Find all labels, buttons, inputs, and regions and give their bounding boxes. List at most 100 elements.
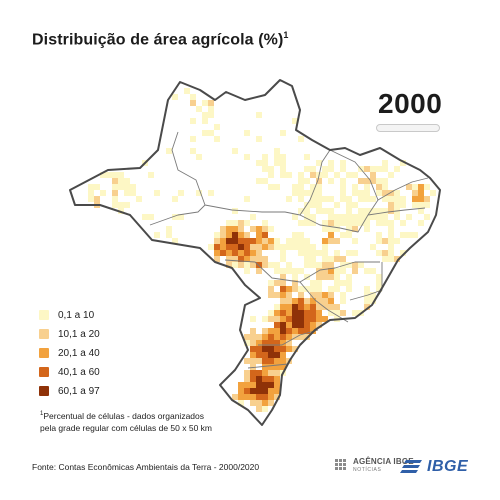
agri-cell: [256, 370, 262, 376]
agri-cell: [280, 364, 286, 370]
agri-cell: [112, 172, 118, 178]
agri-cell: [262, 244, 268, 250]
agri-cell: [304, 304, 310, 310]
agri-cell: [412, 190, 418, 196]
agri-cell: [256, 352, 262, 358]
agri-cell: [316, 184, 322, 190]
agri-cell: [256, 394, 262, 400]
agri-cell: [304, 190, 310, 196]
agri-cell: [394, 256, 400, 262]
agri-cell: [286, 328, 292, 334]
agri-cell: [238, 388, 244, 394]
agri-cell: [268, 226, 274, 232]
agri-cell: [196, 154, 202, 160]
agri-cell: [298, 286, 304, 292]
agri-cell: [256, 340, 262, 346]
agri-cell: [352, 220, 358, 226]
agri-cell: [388, 232, 394, 238]
agri-cell: [208, 244, 214, 250]
agri-cell: [352, 262, 358, 268]
agri-cell: [118, 172, 124, 178]
agri-cell: [112, 184, 118, 190]
agri-cell: [274, 352, 280, 358]
footnote-line2: pela grade regular com células de 50 x 5…: [40, 422, 212, 433]
agri-cell: [256, 268, 262, 274]
agri-cell: [352, 268, 358, 274]
agri-cell: [328, 166, 334, 172]
agri-cell: [250, 334, 256, 340]
agri-cell: [280, 352, 286, 358]
state-border-pa-to: [299, 149, 331, 216]
agri-cell: [334, 220, 340, 226]
agri-cell: [232, 220, 238, 226]
agri-cell: [310, 322, 316, 328]
state-border-mg-rj: [349, 289, 383, 301]
agri-cell: [304, 274, 310, 280]
agri-cell: [334, 250, 340, 256]
agri-cell: [202, 118, 208, 124]
agri-cell: [256, 382, 262, 388]
agri-cell: [370, 208, 376, 214]
agri-cell: [292, 268, 298, 274]
agri-cell: [286, 298, 292, 304]
agri-cell: [274, 268, 280, 274]
agri-cell: [262, 388, 268, 394]
agri-cell: [376, 184, 382, 190]
agri-cell: [214, 136, 220, 142]
agri-cell: [310, 202, 316, 208]
agri-cell: [232, 148, 238, 154]
agri-cell: [322, 316, 328, 322]
legend-swatch: [39, 367, 49, 377]
agri-cell: [328, 262, 334, 268]
agri-cell: [328, 232, 334, 238]
agri-cell: [388, 220, 394, 226]
agri-cell: [310, 220, 316, 226]
agri-cell: [328, 178, 334, 184]
agri-cell: [244, 340, 250, 346]
agri-cell: [310, 166, 316, 172]
agri-cell: [298, 238, 304, 244]
legend-item: 10,1 a 20: [39, 327, 100, 341]
agri-cell: [310, 286, 316, 292]
agri-cell: [250, 358, 256, 364]
agri-cell: [304, 328, 310, 334]
agri-cell: [298, 190, 304, 196]
agri-cell: [412, 202, 418, 208]
agri-cell: [322, 262, 328, 268]
agri-cell: [322, 208, 328, 214]
agri-cell: [280, 340, 286, 346]
agri-cell: [310, 244, 316, 250]
agri-cell: [394, 196, 400, 202]
agri-cell: [268, 310, 274, 316]
agri-cell: [124, 190, 130, 196]
agri-cell: [226, 226, 232, 232]
agri-cell: [370, 196, 376, 202]
agri-cell: [316, 298, 322, 304]
agri-cell: [328, 160, 334, 166]
agri-cell: [352, 214, 358, 220]
agri-cell: [190, 118, 196, 124]
agri-cell: [244, 238, 250, 244]
agencia-wordmark: AGÊNCIA IBGE NOTÍCIAS: [353, 458, 414, 474]
agri-cell: [370, 292, 376, 298]
agri-cell: [328, 310, 334, 316]
agri-cell: [100, 190, 106, 196]
agri-cell: [340, 220, 346, 226]
agri-cell: [310, 298, 316, 304]
agri-cell: [244, 244, 250, 250]
agri-cell: [220, 238, 226, 244]
agri-cell: [400, 220, 406, 226]
agri-cell: [262, 382, 268, 388]
agri-cell: [370, 178, 376, 184]
legend-swatch: [39, 386, 49, 396]
year-slider[interactable]: [376, 124, 440, 132]
agri-cell: [322, 292, 328, 298]
agri-cell: [280, 358, 286, 364]
map-title: Distribuição de área agrícola (%)1: [32, 30, 289, 49]
agri-cell: [298, 172, 304, 178]
agri-cell: [334, 310, 340, 316]
agri-cell: [232, 232, 238, 238]
agri-cell: [112, 178, 118, 184]
agri-cell: [376, 286, 382, 292]
agri-cell: [250, 250, 256, 256]
